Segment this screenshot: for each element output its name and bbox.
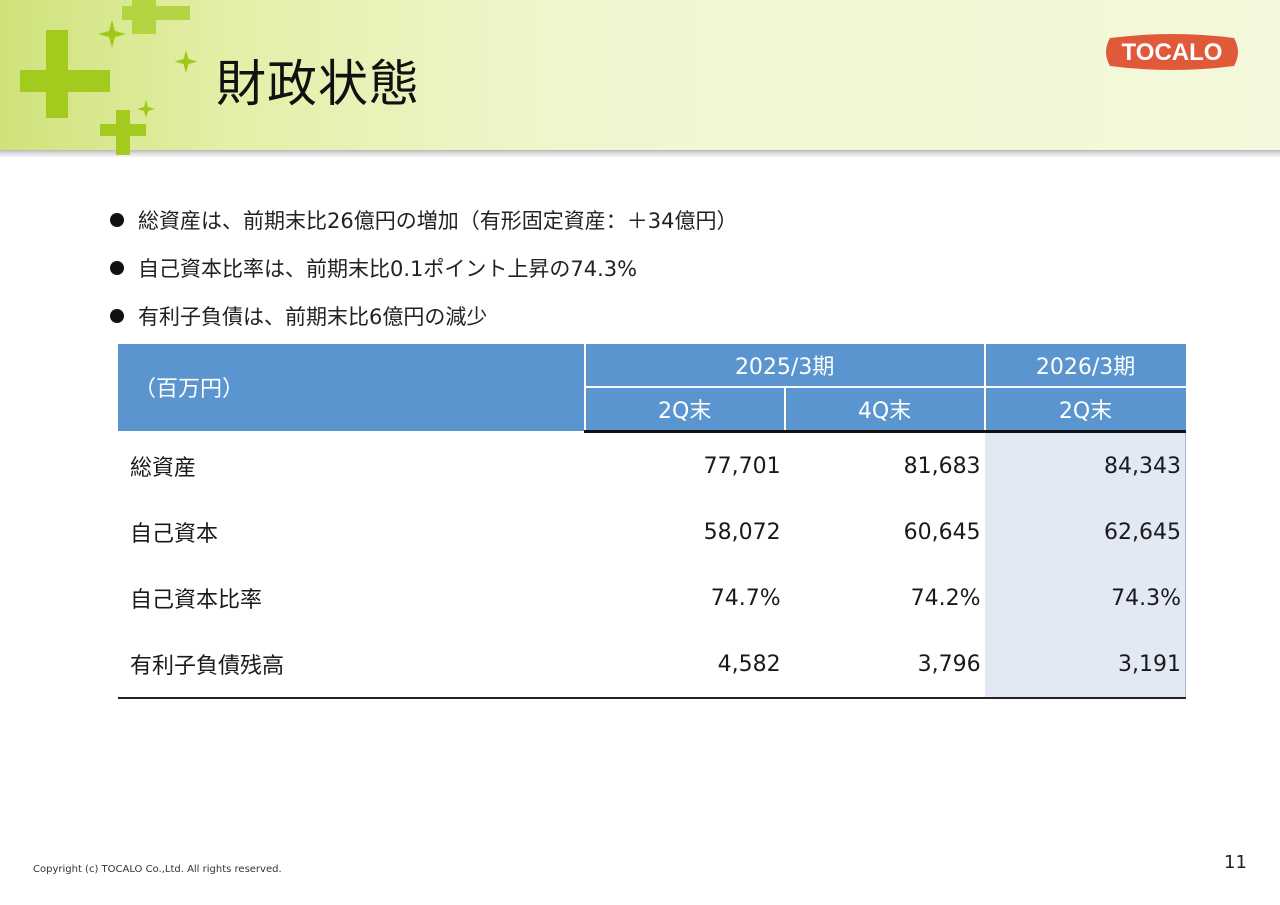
table-row: 自己資本 58,072 60,645 62,645 <box>118 499 1186 565</box>
top-cross-icon <box>122 0 190 34</box>
sparkle-icon-3 <box>137 100 155 118</box>
bullet-dot-icon <box>110 309 124 323</box>
sub-header-2026-2q: 2Q末 <box>984 387 1186 433</box>
cell-value: 77,701 <box>703 453 781 479</box>
sparkle-icon-2 <box>174 50 198 73</box>
sparkle-decoration <box>20 0 198 155</box>
large-cross-icon <box>20 30 110 118</box>
cell-value-highlight: 84,343 <box>984 431 1186 499</box>
header-band <box>0 0 1280 152</box>
row-label: 有利子負債残高 <box>118 631 585 699</box>
unit-label: （百万円） <box>118 344 586 433</box>
sparkle-icon-1 <box>98 20 126 48</box>
svg-text:TOCALO: TOCALO <box>1122 39 1223 66</box>
row-label: 自己資本比率 <box>130 588 263 613</box>
table-row: 有利子負債残高 4,582 3,796 3,191 <box>118 631 1186 699</box>
row-label: 総資産 <box>130 455 197 481</box>
table-row: 自己資本比率 74.7% 74.2% 74.3% <box>118 565 1186 631</box>
bullet-text: 有利子負債は、前期末比6億円の減少 <box>138 305 488 329</box>
company-logo: TOCALO <box>1106 34 1238 70</box>
sub-header-2025-4q: 4Q末 <box>784 387 986 433</box>
bullet-item: 総資産は、前期末比26億円の増加（有形固定資産：＋34億円） <box>110 196 737 244</box>
cell-value: 74.2% <box>910 585 981 611</box>
financial-position-table: （百万円） 2025/3期 2026/3期 2Q末 4Q末 2Q末 総資産 77… <box>118 344 1186 699</box>
page-number: 11 <box>1224 852 1247 873</box>
header-divider <box>0 150 1280 158</box>
bullet-text: 自己資本比率は、前期末比0.1ポイント上昇の74.3% <box>138 257 638 281</box>
bullet-text: 総資産は、前期末比26億円の増加（有形固定資産：＋34億円） <box>138 209 738 233</box>
small-cross-icon <box>100 110 146 155</box>
cell-value: 4,582 <box>584 631 785 699</box>
bullet-dot-icon <box>110 261 124 275</box>
bullet-item: 自己資本比率は、前期末比0.1ポイント上昇の74.3% <box>110 244 737 292</box>
cell-value: 60,645 <box>903 519 981 545</box>
period-header-2026: 2026/3期 <box>984 344 1186 388</box>
cell-value: 81,683 <box>903 453 981 479</box>
table-row: 総資産 77,701 81,683 84,343 <box>118 431 1186 499</box>
cell-value-highlight: 3,191 <box>984 631 1186 699</box>
page-title: 財政状態 <box>216 55 420 113</box>
period-header-row: （百万円） 2025/3期 2026/3期 <box>118 344 1186 433</box>
cell-value-highlight: 74.3% <box>984 565 1186 631</box>
cell-value-highlight: 62,645 <box>984 499 1186 565</box>
cell-value: 74.7% <box>710 585 781 611</box>
sub-header-row: 2Q末 4Q末 2Q末 <box>118 387 1186 433</box>
period-header-2025: 2025/3期 <box>584 344 986 388</box>
cell-value: 3,796 <box>784 631 985 699</box>
copyright-text: Copyright (c) TOCALO Co.,Ltd. All rights… <box>33 864 282 875</box>
row-label: 自己資本 <box>130 522 219 547</box>
bullet-dot-icon <box>110 213 124 227</box>
sub-header-2025-2q: 2Q末 <box>584 387 786 433</box>
cell-value: 58,072 <box>703 519 781 545</box>
bullet-item: 有利子負債は、前期末比6億円の減少 <box>110 292 737 340</box>
bullet-list: 総資産は、前期末比26億円の増加（有形固定資産：＋34億円） 自己資本比率は、前… <box>110 196 737 340</box>
